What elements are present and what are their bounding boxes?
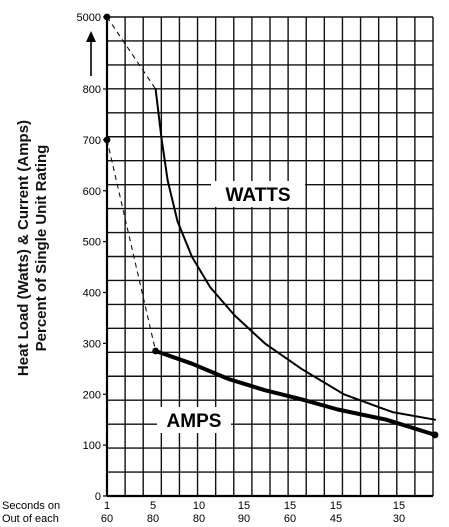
amps-dashed-line [106, 139, 157, 352]
data-point [431, 431, 439, 439]
chart-series: WATTS AMPS [103, 13, 439, 439]
data-point [152, 347, 159, 355]
y-tick-label: 300 [83, 338, 101, 350]
x-tick-seconds-on: 15 [330, 500, 342, 512]
amps-line [153, 349, 437, 437]
watts-label-bg [211, 181, 305, 207]
x-tick-seconds-on: 15 [284, 500, 296, 512]
amps-label: AMPS [167, 411, 222, 432]
y-tick-label: 500 [83, 237, 101, 249]
x-tick-out-of-each: 90 [238, 513, 250, 525]
x-tick-seconds-on: 10 [193, 500, 205, 512]
data-point [103, 136, 111, 144]
y-tick-label: 200 [83, 389, 101, 401]
chart-axes [86, 17, 433, 498]
y-tick-label: 700 [83, 135, 101, 147]
chart-grid [106, 16, 434, 497]
amps-label-bg [157, 407, 231, 433]
x-row-label-seconds-on: Seconds on [2, 500, 60, 512]
data-point [103, 13, 111, 21]
x-tick-out-of-each: 60 [284, 513, 296, 525]
x-tick-seconds-on: 1 [104, 500, 110, 512]
x-tick-seconds-on: 5 [150, 500, 156, 512]
x-tick-seconds-on: 15 [393, 500, 405, 512]
y-tick-label: 600 [83, 186, 101, 198]
y-tick-label: 800 [83, 84, 101, 96]
x-tick-out-of-each: 80 [193, 513, 205, 525]
x-tick-seconds-on: 15 [238, 500, 250, 512]
x-row-label-out-of-each: Out of each [2, 513, 59, 525]
x-tick-out-of-each: 30 [393, 513, 405, 525]
x-tick-out-of-each: 45 [330, 513, 342, 525]
y-axis-ticks: 0 100 200 300 400 500 600 700 800 5000 [77, 12, 107, 503]
y-tick-label: 100 [83, 440, 101, 452]
watts-label: WATTS [225, 185, 290, 206]
y-tick-label: 0 [95, 491, 101, 503]
axis-break-arrow-head [86, 31, 96, 42]
watts-dashed-line [106, 16, 157, 90]
x-tick-out-of-each: 80 [147, 513, 159, 525]
y-tick-label: 5000 [77, 12, 101, 24]
watts-line [154, 88, 436, 421]
y-tick-label: 400 [83, 288, 101, 300]
x-tick-out-of-each: 60 [101, 513, 113, 525]
